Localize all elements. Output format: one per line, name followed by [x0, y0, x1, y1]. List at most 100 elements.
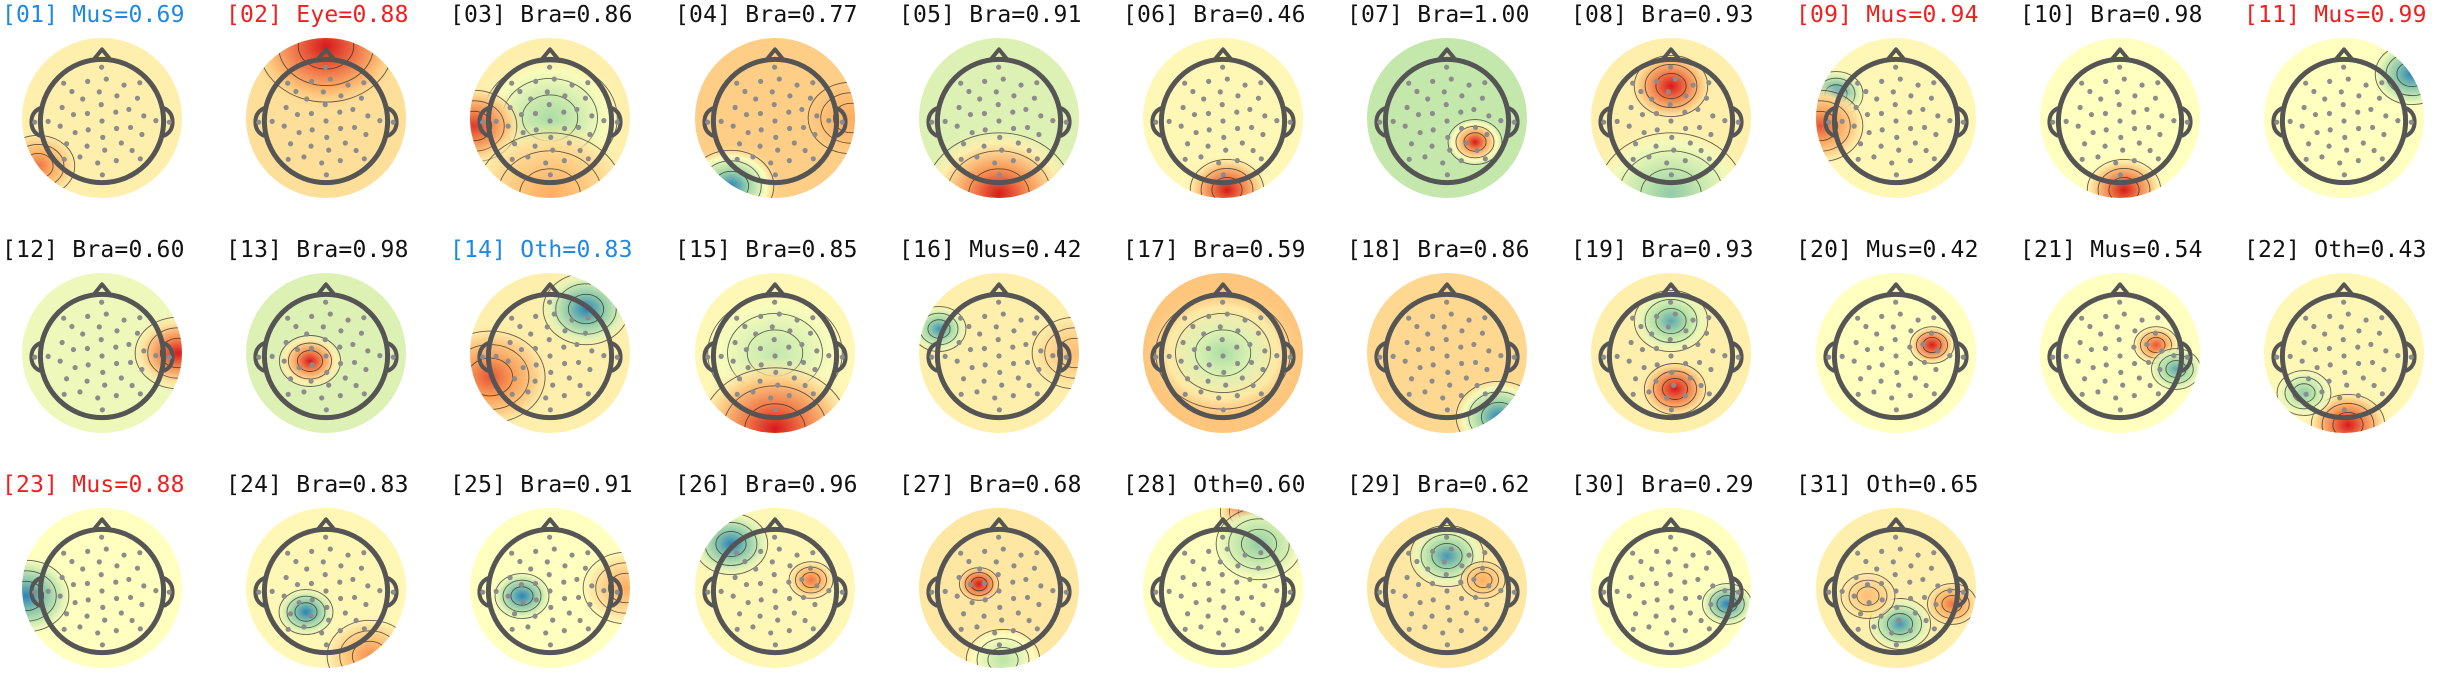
component-id: [19] [1571, 237, 1628, 263]
electrode-dot [1466, 552, 1472, 558]
electrode-dot [1205, 580, 1212, 587]
electrode-dot [256, 589, 262, 595]
component-label: Bra=0.83 [296, 472, 409, 498]
electrode-dot [139, 131, 145, 138]
electrode-dot [1414, 323, 1420, 330]
electrode-dot [337, 393, 343, 399]
electrode-dot [84, 143, 90, 149]
electrode-dot [2287, 118, 2293, 124]
electrode-dot [1255, 330, 1262, 336]
electrode-dot [992, 395, 998, 401]
electrode-dot [320, 324, 326, 330]
component-title: [30] Bra=0.29 [1571, 470, 1754, 500]
electrode-dot [562, 328, 568, 334]
electrode-dot [1224, 546, 1230, 552]
component-cell: [19] Bra=0.93 [1571, 235, 1781, 445]
component-title: [04] Bra=0.77 [675, 0, 858, 30]
electrode-dot [118, 375, 124, 381]
electrode-dot [1912, 610, 1918, 616]
component-title: [27] Bra=0.68 [899, 470, 1082, 500]
electrode-dot [323, 172, 329, 178]
electrode-dot [1262, 348, 1268, 354]
electrode-dot [59, 339, 65, 346]
electrode-dot [1638, 88, 1644, 95]
electrode-dot [574, 106, 580, 113]
electrode-dot [582, 565, 589, 571]
electrode-dot [1031, 95, 1038, 101]
electrode-dot [1234, 125, 1241, 132]
electrode-dot [322, 337, 328, 343]
component-cell: [03] Bra=0.86 [450, 0, 660, 210]
electrode-dot [2088, 346, 2095, 353]
head-outline [934, 56, 1064, 186]
component-id: [25] [450, 472, 507, 498]
electrode-dot [561, 628, 567, 634]
electrode-dot [718, 588, 724, 594]
electrode-dot [1406, 550, 1412, 556]
electrode-dot [99, 172, 105, 178]
component-label: Bra=0.96 [745, 472, 858, 498]
electrode-dot [786, 595, 793, 602]
electrode-dot [786, 579, 792, 585]
electrode-dot [1404, 339, 1410, 346]
electrode-dot [734, 315, 740, 321]
left-ear-outline [1823, 106, 1836, 138]
electrode-dot [2131, 344, 2137, 350]
electrode-dot [1695, 576, 1701, 583]
electrode-dot [1893, 534, 1899, 540]
electrode-dot [1915, 82, 1921, 88]
electrode-dot [794, 317, 800, 323]
electrode-dot [1479, 330, 1486, 336]
electrode-dot [99, 407, 105, 413]
component-title: [14] Oth=0.83 [450, 235, 633, 265]
electrode-dot [2157, 131, 2163, 138]
electrode-dot [480, 119, 486, 125]
electrode-dot [2117, 353, 2123, 359]
electrode-dot [551, 546, 557, 552]
component-title: [05] Bra=0.91 [899, 0, 1082, 30]
electrode-dot [134, 330, 141, 336]
electrode-dot [2355, 344, 2361, 350]
contour-line [278, 589, 334, 635]
electrode-dot [548, 604, 554, 610]
electrode-dot [992, 160, 998, 166]
electrode-dot [365, 348, 371, 354]
component-title: [02] Eye=0.88 [226, 0, 409, 30]
electrode-dot [2341, 64, 2347, 70]
electrode-dot [1206, 78, 1212, 84]
electrode-dot [1024, 359, 1031, 366]
nose-outline [539, 47, 561, 62]
topomap [1591, 273, 1751, 433]
electrode-dot [113, 628, 119, 634]
electrode-dot [1444, 642, 1450, 648]
component-cell: [22] Oth=0.43 [2244, 235, 2438, 445]
electrode-dot [61, 156, 67, 162]
electrode-dot [100, 134, 106, 140]
electrode-dot [2079, 315, 2085, 321]
electrode-dot [1440, 395, 1446, 401]
left-ear-outline [926, 106, 939, 138]
activation-blob [1836, 569, 1900, 623]
electrode-dot [1247, 576, 1253, 583]
electrode-dot [1654, 313, 1660, 319]
electrode-dot [960, 141, 967, 147]
left-ear-outline [1374, 106, 1387, 138]
electrode-dot [996, 299, 1002, 305]
electrode-dot [956, 104, 962, 111]
electrode-dot [293, 88, 299, 95]
electrode-dot [1668, 588, 1674, 594]
electrode-dot [1444, 588, 1450, 594]
component-label: Bra=0.91 [969, 2, 1082, 28]
electrode-dot [1482, 391, 1488, 397]
electrode-dot [544, 559, 550, 565]
electrode-dot [753, 96, 759, 102]
activation-blob [22, 130, 82, 198]
component-id: [26] [675, 472, 732, 498]
electrode-dot [787, 93, 793, 99]
component-title: [31] Oth=0.65 [1796, 470, 1979, 500]
electrode-dot [561, 125, 568, 132]
head-outline [710, 526, 840, 656]
left-ear-outline [477, 341, 490, 373]
electrode-dot [1703, 565, 1710, 571]
electrode-dot [1182, 550, 1188, 556]
